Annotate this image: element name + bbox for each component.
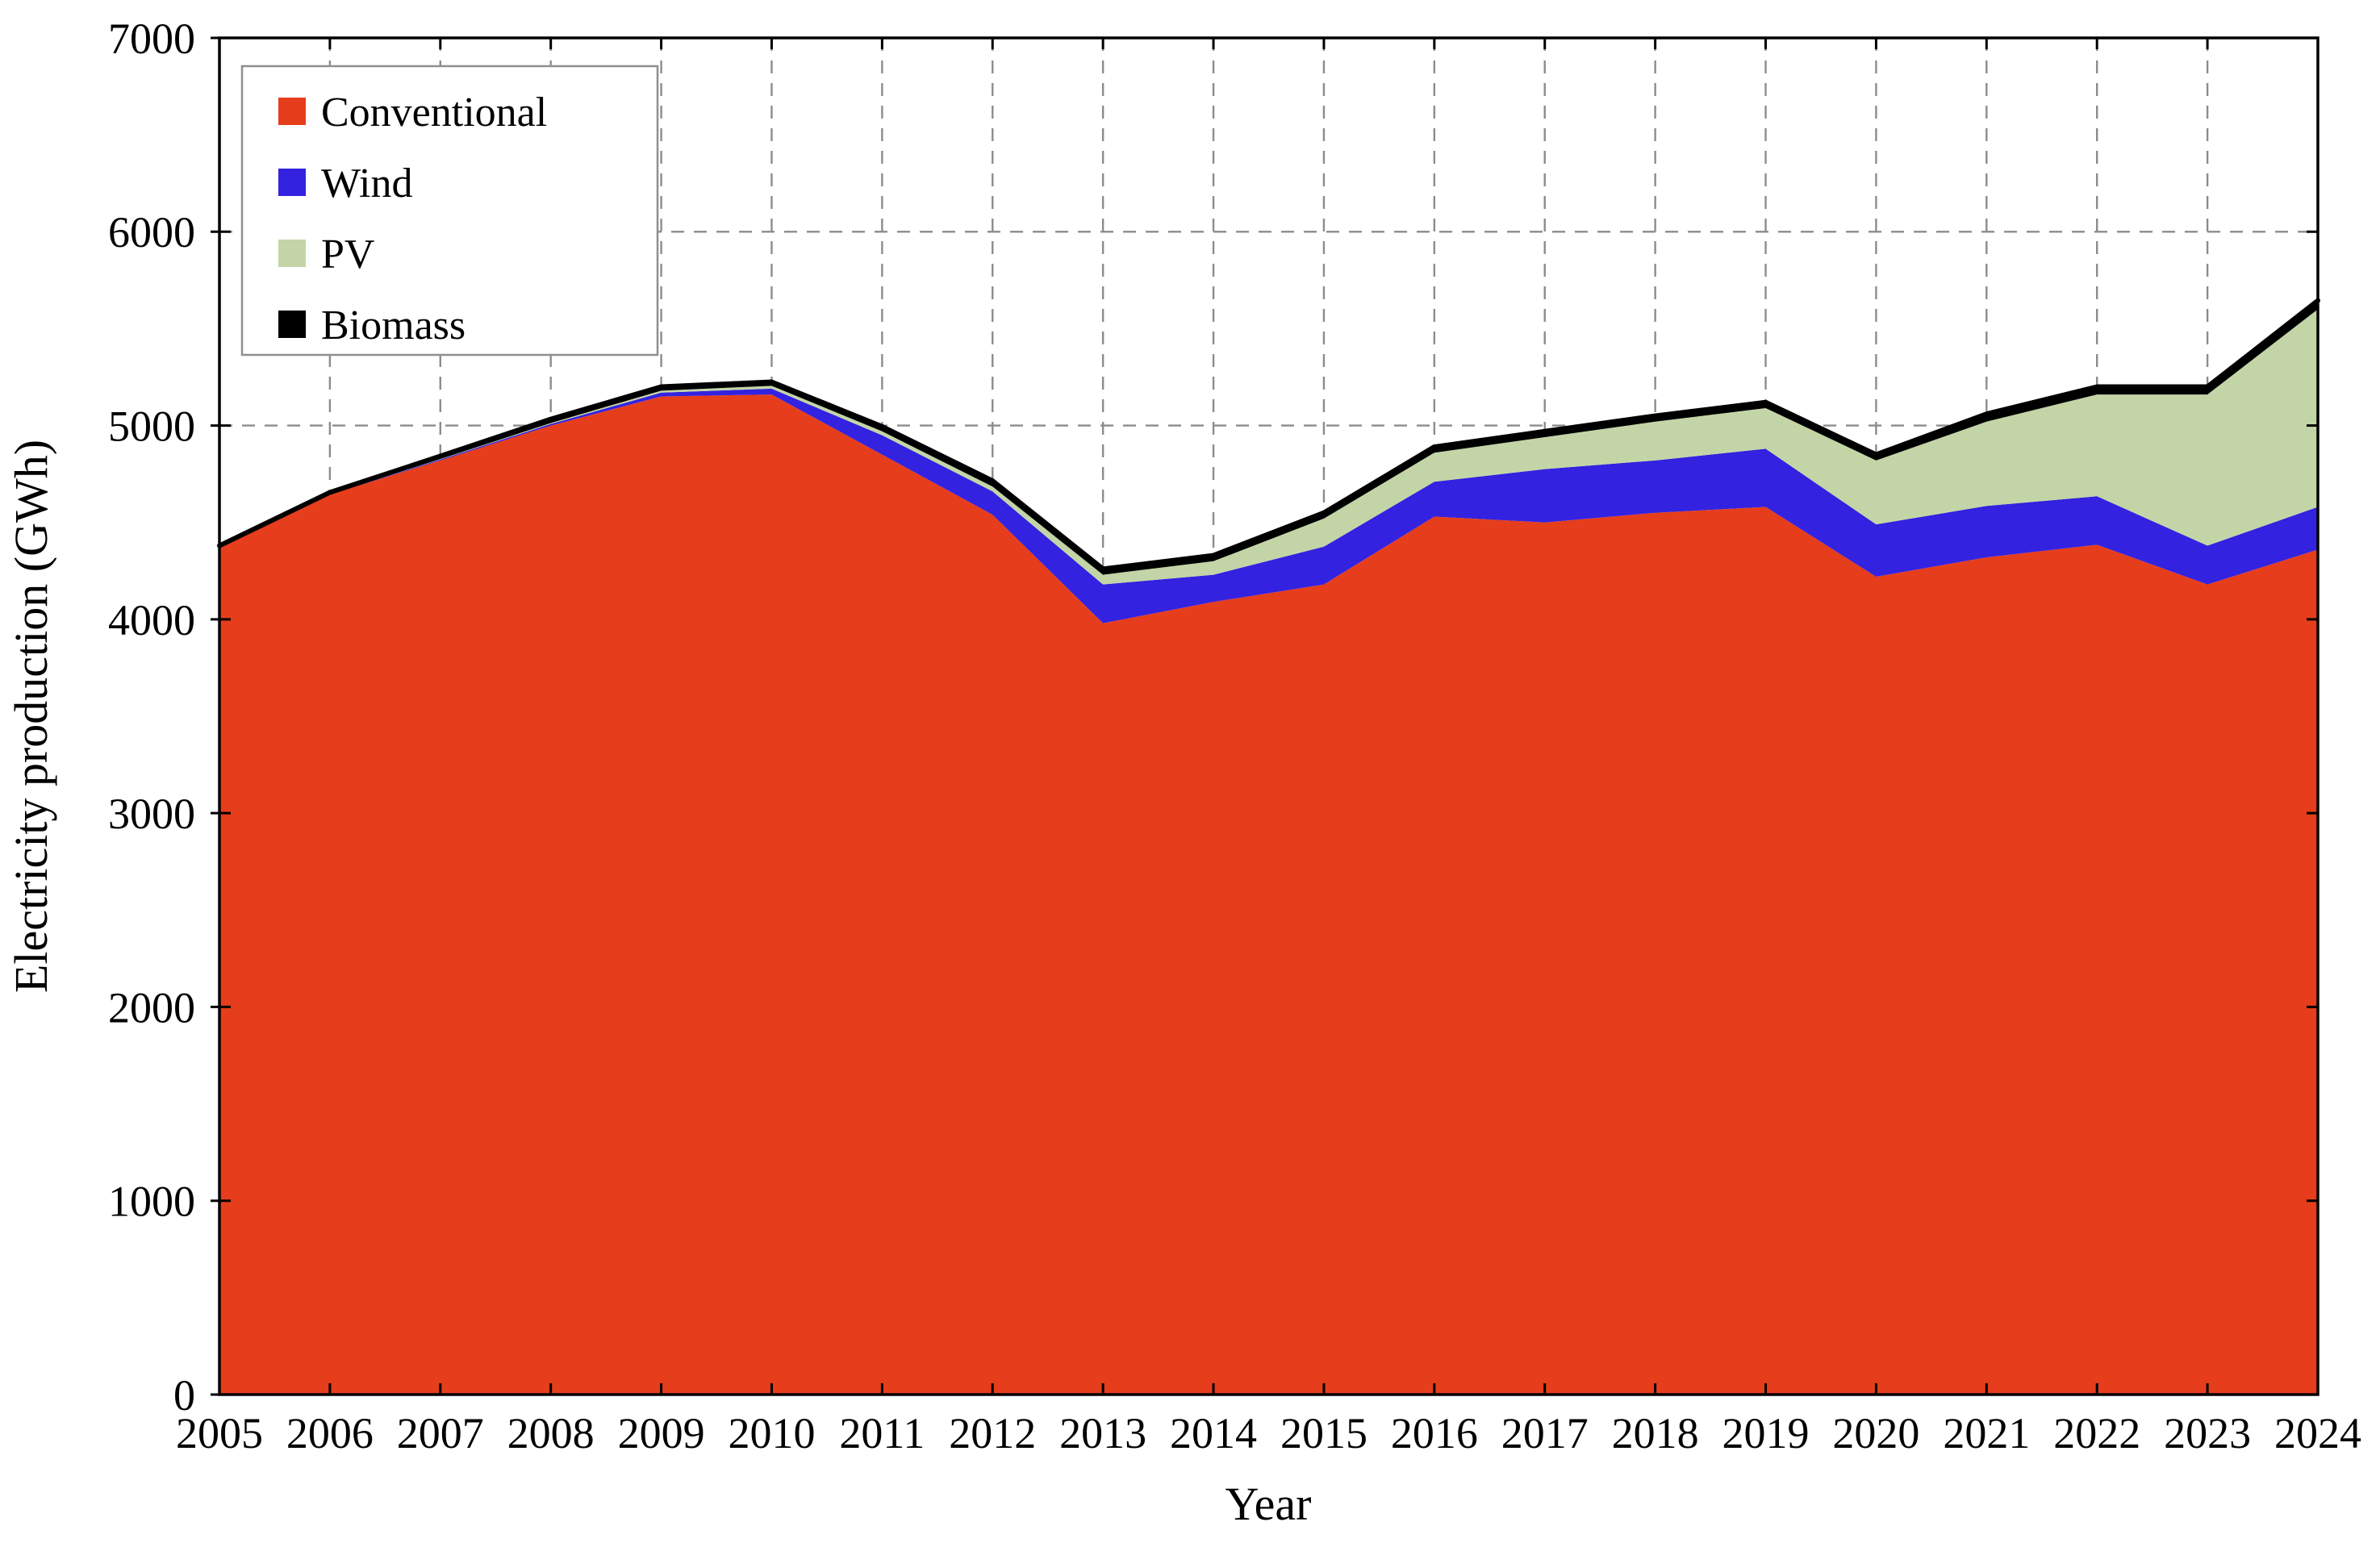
ytick-label-7000: 7000 — [108, 15, 195, 63]
legend-swatch-pv — [278, 240, 306, 267]
y-tick-labels: 0 1000 2000 3000 4000 5000 6000 7000 — [108, 15, 195, 1420]
xtick-label-2008: 2008 — [507, 1409, 595, 1457]
ytick-label-6000: 6000 — [108, 208, 195, 256]
legend-label-pv: PV — [321, 231, 374, 277]
xtick-label-2014: 2014 — [1170, 1409, 1257, 1457]
ytick-label-5000: 5000 — [108, 402, 195, 450]
legend-swatch-conventional — [278, 98, 306, 125]
xtick-label-2012: 2012 — [949, 1409, 1036, 1457]
legend-box: Conventional Wind PV Biomass — [240, 65, 659, 357]
xtick-label-2005: 2005 — [176, 1409, 263, 1457]
x-tick-labels: 2005 2006 2007 2008 2009 2010 2011 2012 2013 2014… — [176, 1409, 2361, 1457]
legend-label-conventional: Conventional — [321, 90, 547, 136]
tick-marks-layer — [211, 36, 2319, 1396]
ytick-label-4000: 4000 — [108, 596, 195, 644]
xtick-label-2020: 2020 — [1832, 1409, 1919, 1457]
xtick-label-2021: 2021 — [1943, 1409, 2030, 1457]
plot-frame-layer — [218, 36, 2319, 1396]
xtick-label-2007: 2007 — [397, 1409, 484, 1457]
ytick-label-0: 0 — [173, 1371, 195, 1420]
xtick-label-2018: 2018 — [1612, 1409, 1699, 1457]
xtick-label-2017: 2017 — [1501, 1409, 1589, 1457]
ytick-label-1000: 1000 — [108, 1178, 195, 1226]
total-line — [217, 298, 2320, 572]
legend-label-biomass: Biomass — [321, 302, 466, 348]
legend-frame — [240, 65, 659, 357]
xtick-label-2011: 2011 — [839, 1409, 925, 1457]
xtick-label-2009: 2009 — [618, 1409, 705, 1457]
xtick-label-2016: 2016 — [1391, 1409, 1478, 1457]
plot-frame — [218, 36, 2319, 1396]
area-wind — [219, 388, 2318, 623]
ytick-label-2000: 2000 — [108, 983, 195, 1032]
xtick-label-2015: 2015 — [1280, 1409, 1367, 1457]
xtick-label-2022: 2022 — [2053, 1409, 2140, 1457]
xtick-label-2019: 2019 — [1722, 1409, 1810, 1457]
x-axis-title: Year — [1225, 1478, 1312, 1530]
xtick-label-2010: 2010 — [728, 1409, 815, 1457]
xtick-label-2023: 2023 — [2164, 1409, 2251, 1457]
legend-label-wind: Wind — [321, 161, 412, 206]
stacked-areas-layer — [217, 298, 2320, 1395]
xtick-label-2006: 2006 — [286, 1409, 374, 1457]
area-conventional — [219, 394, 2318, 1395]
xtick-label-2013: 2013 — [1059, 1409, 1146, 1457]
xtick-label-2024: 2024 — [2274, 1409, 2361, 1457]
legend-swatch-biomass — [278, 311, 306, 338]
legend-swatch-wind — [278, 169, 306, 196]
ytick-label-3000: 3000 — [108, 790, 195, 838]
y-axis-title: Electricity production (GWh) — [5, 440, 57, 993]
